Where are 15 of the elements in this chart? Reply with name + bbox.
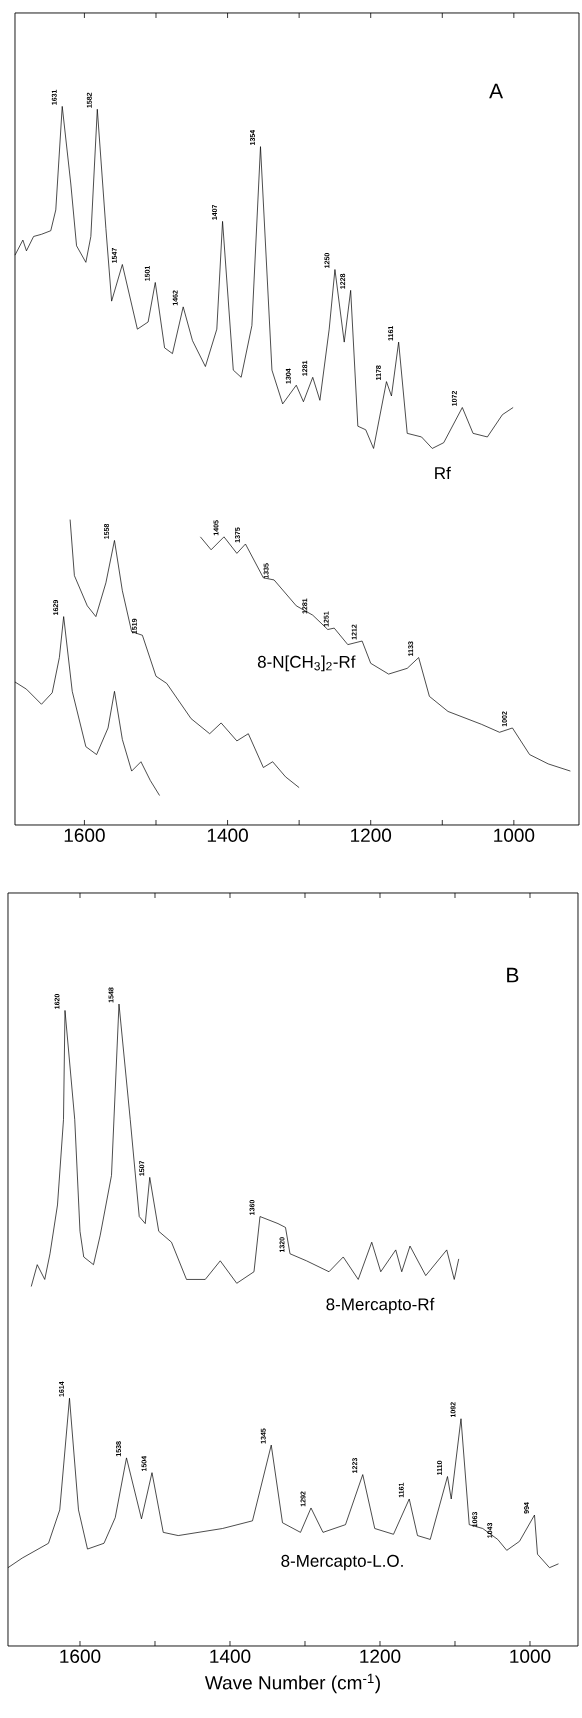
x-tick-label: 1200 [351,828,392,842]
x-tick-label: 1400 [207,828,248,842]
x-tick-label: 1200 [360,1649,401,1663]
x-tick-label: 1600 [64,828,105,842]
x-tick-label: 1000 [494,828,535,842]
x-tick-label: 1600 [60,1649,101,1663]
chart-title: A [489,83,504,99]
chart-title: B [507,967,519,983]
series-label: 8-Mercapto-Rf [326,1297,435,1314]
x-tick-label: 1400 [210,1649,251,1663]
x-axis-title: Wave Number (cm$^{-1}$) [204,1673,380,1694]
series-label: 8-N[CH$_{3}$]$_{2}$-Rf [257,655,356,672]
x-tick-label: 1000 [510,1649,551,1663]
series-label: 8-Mercapto-L.O. [281,1554,403,1571]
series-label: Rf [435,466,451,480]
